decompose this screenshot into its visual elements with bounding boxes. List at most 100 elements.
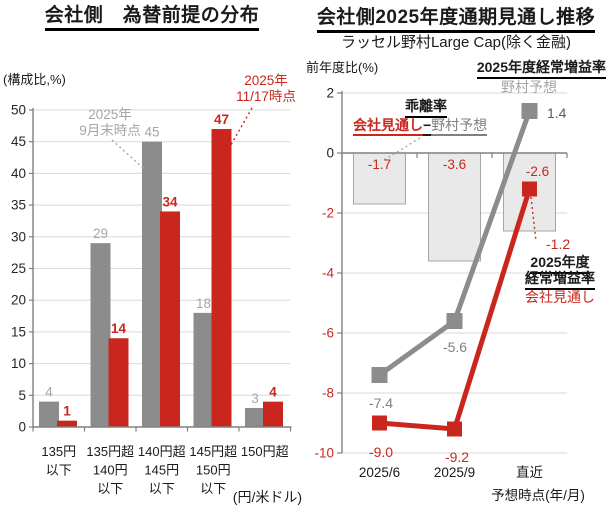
marker-company-0 bbox=[372, 415, 387, 431]
marker-company-1 bbox=[447, 421, 462, 437]
value-label-november-2: 34 bbox=[162, 194, 178, 209]
marker-nomura-2 bbox=[521, 103, 538, 119]
right-y-tick-label: -6 bbox=[322, 326, 334, 341]
value-label-september-3: 18 bbox=[196, 296, 211, 311]
bar-deviation-1 bbox=[428, 152, 481, 262]
right-y-tick-label: -4 bbox=[322, 266, 334, 281]
right-panel-title-text: 会社側2025年度通期見通し推移 bbox=[316, 2, 596, 33]
right-category-label-2: 直近 bbox=[516, 465, 544, 480]
left-panel-title: 会社側 為替前提の分布 bbox=[0, 0, 304, 31]
formula-minus-sign: − bbox=[423, 117, 432, 136]
formula-nomura-forecast: 野村予想 bbox=[431, 117, 488, 136]
left-y-tick-label: 25 bbox=[11, 261, 26, 276]
bar-november-3 bbox=[211, 129, 232, 427]
left-category-label-4: 150円超 bbox=[241, 444, 289, 459]
marker-company-2 bbox=[522, 181, 537, 197]
marker-nomura-0 bbox=[371, 367, 388, 383]
value-label-november-0: 1 bbox=[63, 404, 71, 419]
value-label-nomura-1: -5.6 bbox=[443, 339, 467, 355]
right-y-tick-label: -8 bbox=[322, 386, 334, 401]
right-panel-subtitle: ラッセル野村Large Cap(除く金融) bbox=[340, 34, 572, 51]
left-category-label-3: 150円 bbox=[196, 463, 231, 478]
leader-deviation-label bbox=[383, 137, 421, 161]
series-callout-november-line1: 2025年 bbox=[244, 73, 288, 88]
bar-november-1 bbox=[108, 338, 129, 427]
left-x-unit-label: (円/米ドル) bbox=[232, 489, 302, 505]
value-label-november-4: 4 bbox=[269, 385, 277, 400]
left-y-tick-label: 35 bbox=[11, 198, 26, 213]
value-label-november-1: 14 bbox=[111, 321, 127, 336]
series-callout-september: 2025年 9月末時点 bbox=[70, 107, 150, 139]
value-label-september-2: 45 bbox=[144, 125, 159, 140]
left-panel-title-text: 会社側 為替前提の分布 bbox=[44, 0, 260, 31]
value-label-deviation-2: -2.6 bbox=[526, 164, 549, 179]
right-y-tick-label: 0 bbox=[326, 146, 334, 161]
left-category-label-0: 以下 bbox=[46, 463, 72, 478]
left-category-label-1: 135円超 bbox=[86, 444, 134, 459]
right-category-label-1: 2025/9 bbox=[434, 465, 475, 480]
company-annot-series: 会社見通し bbox=[525, 289, 595, 305]
left-category-label-1: 以下 bbox=[97, 481, 123, 496]
bar-september-1 bbox=[90, 243, 111, 427]
right-category-label-0: 2025/6 bbox=[359, 465, 400, 480]
recurring-profit-header-text: 2025年度経常増益率 bbox=[476, 57, 606, 79]
bar-november-4 bbox=[263, 401, 283, 427]
left-category-label-2: 140円超 bbox=[138, 444, 186, 459]
series-callout-november-line2: 11/17時点 bbox=[236, 89, 296, 104]
left-category-label-2: 以下 bbox=[149, 481, 175, 496]
right-x-axis-label: 予想時点(年/月) bbox=[491, 488, 585, 503]
right-y-tick-label: -2 bbox=[322, 206, 334, 221]
value-label-september-1: 29 bbox=[93, 226, 108, 241]
series-callout-november: 2025年 11/17時点 bbox=[226, 73, 306, 105]
value-label-company-1: -9.2 bbox=[445, 449, 469, 465]
bar-september-3 bbox=[193, 312, 214, 427]
left-y-tick-label: 5 bbox=[18, 388, 26, 403]
left-y-tick-label: 30 bbox=[11, 229, 26, 244]
bar-september-2 bbox=[142, 141, 162, 427]
marker-nomura-1 bbox=[446, 313, 463, 329]
left-y-unit-label: (構成比,%) bbox=[3, 72, 66, 87]
value-label-september-4: 3 bbox=[251, 391, 259, 406]
leader-company-latest bbox=[530, 196, 537, 242]
company-annot-line2: 経常増益率 bbox=[510, 268, 608, 290]
value-label-company-0: -9.0 bbox=[369, 444, 393, 460]
bar-september-0 bbox=[39, 401, 59, 427]
left-y-tick-label: 20 bbox=[11, 293, 26, 308]
recurring-profit-header: 2025年度経常増益率 bbox=[420, 57, 606, 79]
series-callout-september-line2: 9月末時点 bbox=[79, 123, 141, 138]
left-category-label-0: 135円 bbox=[41, 444, 76, 459]
bar-november-0 bbox=[57, 420, 77, 427]
left-category-label-3: 以下 bbox=[200, 481, 226, 496]
value-label-deviation-0: -1.7 bbox=[368, 157, 391, 172]
company-annot-line2-text: 経常増益率 bbox=[525, 268, 595, 290]
series-callout-september-line1: 2025年 bbox=[88, 107, 132, 122]
left-category-label-3: 145円超 bbox=[189, 444, 237, 459]
leader-november-callout bbox=[227, 107, 253, 151]
deviation-formula: 会社見通し−野村予想 bbox=[353, 115, 488, 136]
left-y-tick-label: 50 bbox=[11, 103, 26, 118]
left-y-tick-label: 0 bbox=[18, 420, 26, 435]
right-y-unit-label: 前年度比(%) bbox=[306, 60, 379, 75]
company-annot-line1: 2025年度 bbox=[514, 252, 606, 274]
value-label-nomura-0: -7.4 bbox=[369, 395, 393, 411]
bar-september-4 bbox=[245, 407, 265, 427]
value-label-company-2: -1.2 bbox=[546, 236, 570, 252]
formula-company-forecast: 会社見通し bbox=[353, 117, 423, 136]
deviation-header-text: 乖離率 bbox=[405, 96, 447, 118]
left-y-tick-label: 40 bbox=[11, 166, 26, 181]
deviation-header: 乖離率 bbox=[380, 96, 472, 118]
right-panel-title: 会社側2025年度通期見通し推移 bbox=[304, 2, 608, 33]
left-y-tick-label: 10 bbox=[11, 356, 26, 371]
value-label-september-0: 4 bbox=[45, 385, 53, 400]
nomura-forecast-label: 野村予想 bbox=[501, 79, 557, 95]
company-annot-line1-text: 2025年度 bbox=[530, 252, 590, 274]
leader-september-callout bbox=[111, 139, 144, 169]
left-category-label-2: 145円 bbox=[144, 463, 179, 478]
value-label-november-3: 47 bbox=[214, 112, 229, 127]
right-y-tick-label: 2 bbox=[326, 86, 334, 101]
value-label-nomura-2: 1.4 bbox=[547, 105, 567, 121]
left-y-tick-label: 45 bbox=[11, 134, 26, 149]
bar-november-2 bbox=[160, 211, 180, 427]
